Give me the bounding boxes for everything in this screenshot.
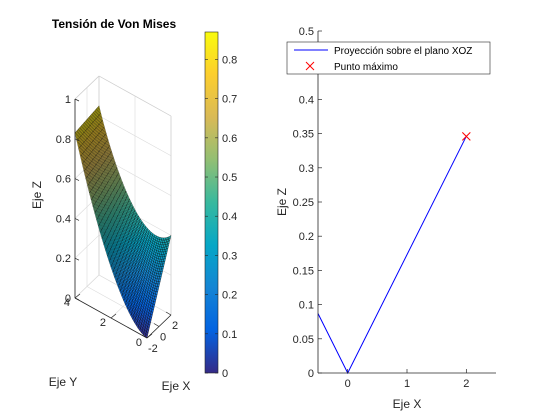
z-tick-label: 0.2 xyxy=(56,253,71,265)
x-axis-label: Eje X xyxy=(162,379,191,393)
x-tick-label: 2 xyxy=(172,320,178,332)
z-tick xyxy=(74,218,80,221)
y-tick-label-2d: 0.2 xyxy=(299,231,314,243)
z-tick-label: 0.6 xyxy=(56,174,71,186)
projection-plot: 00.050.10.150.20.250.30.350.40.450.5012 … xyxy=(275,26,496,411)
colorbar-tick-label: 0.8 xyxy=(222,54,237,66)
surface-patch xyxy=(155,288,159,292)
colorbar-tick-label: 0.6 xyxy=(222,133,237,145)
legend-entry-projection: Proyección sobre el plano XOZ xyxy=(334,46,472,57)
y-tick xyxy=(74,293,81,299)
grid-line xyxy=(74,274,100,299)
y-axis-label: Eje Y xyxy=(49,375,77,389)
y-tick-label-2d: 0.15 xyxy=(293,265,314,277)
z-tick-label: 0.4 xyxy=(56,213,71,225)
colorbar: 0 0.1 0.2 0.3 0.4 0.5 0.6 0.7 0.8 xyxy=(204,31,237,380)
x-tick-label-2d: 1 xyxy=(404,378,410,390)
z-tick xyxy=(74,257,80,261)
y-tick-label-2d: 0.3 xyxy=(299,163,314,175)
colorbar-tick-label: 0 xyxy=(222,368,228,380)
max-point-marker xyxy=(461,131,471,141)
y-tick-label: 2 xyxy=(100,317,106,329)
x-tick xyxy=(153,323,160,327)
z-axis-label: Eje Z xyxy=(30,181,44,209)
z-tick xyxy=(74,297,80,301)
y-tick xyxy=(110,313,117,319)
surface-patch xyxy=(155,291,159,295)
y-tick xyxy=(146,333,153,339)
z-tick xyxy=(74,98,80,102)
x-tick-label: -2 xyxy=(148,343,158,355)
y-tick-label-2d: 0.25 xyxy=(293,197,314,209)
y-tick-label-2d: 0.4 xyxy=(299,94,314,106)
z-tick-label: 0 xyxy=(65,293,71,305)
legend-box xyxy=(286,41,491,75)
y-tick-label: 0 xyxy=(136,337,142,349)
plot-area xyxy=(318,31,496,373)
box-edge xyxy=(98,75,172,117)
surface-plot: Tensión de Von Mises Eje Z Eje Y Eje X 0… xyxy=(30,17,190,393)
y-tick-label-2d: 0.35 xyxy=(293,129,314,141)
surface-patch xyxy=(157,281,161,285)
y-tick-label-2d: 0.5 xyxy=(299,26,314,38)
z-tick-label: 0.8 xyxy=(56,134,71,146)
x-tick-label-2d: 2 xyxy=(463,378,469,390)
colorbar-tick-label: 0.3 xyxy=(222,250,237,262)
z-axis-label-2d: Eje Z xyxy=(275,188,289,216)
surface-patch xyxy=(156,283,160,287)
x-tick-label: 0 xyxy=(160,332,166,344)
legend: Proyección sobre el plano XOZ Punto máxi… xyxy=(286,41,491,75)
colorbar-ticks: 0 0.1 0.2 0.3 0.4 0.5 0.6 0.7 0.8 xyxy=(205,54,237,380)
box-edge xyxy=(74,75,100,100)
z-tick-label: 1 xyxy=(65,94,71,106)
surface-title: Tensión de Von Mises xyxy=(52,17,177,31)
colorbar-gradient xyxy=(204,31,219,374)
surface-patch xyxy=(158,278,162,282)
x-tick xyxy=(141,334,148,339)
surface-patch xyxy=(156,286,160,290)
colorbar-tick-label: 0.7 xyxy=(222,94,237,106)
y-tick-label-2d: 0.05 xyxy=(293,334,314,346)
legend-entry-max-point: Punto máximo xyxy=(334,62,398,73)
y-tick-label-2d: 0.1 xyxy=(299,300,314,312)
x-tick-label-2d: 0 xyxy=(345,378,351,390)
y-tick-label: 4 xyxy=(64,297,70,309)
z-tick xyxy=(74,178,80,181)
colorbar-tick-label: 0.4 xyxy=(222,211,237,223)
von-mises-surface xyxy=(74,105,172,339)
z-tick xyxy=(74,138,80,142)
x-axis-label-2d: Eje X xyxy=(393,397,422,411)
colorbar-tick-label: 0.5 xyxy=(222,172,237,184)
colorbar-tick-label: 0.1 xyxy=(222,329,237,341)
y-tick-label-2d: 0 xyxy=(308,368,314,380)
colorbar-tick-label: 0.2 xyxy=(222,290,237,302)
legend-marker-sample xyxy=(305,61,315,71)
x-tick xyxy=(165,311,172,316)
